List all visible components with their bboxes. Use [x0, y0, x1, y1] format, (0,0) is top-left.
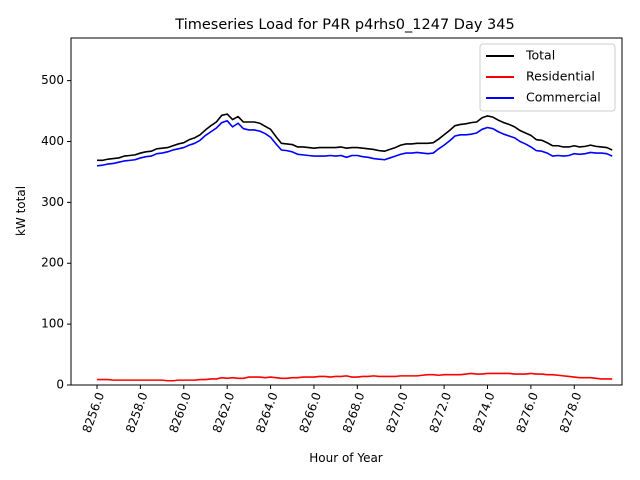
legend-label-residential: Residential: [526, 69, 595, 84]
y-tick-label: 500: [41, 73, 64, 87]
chart-title: Timeseries Load for P4R p4rhs0_1247 Day …: [174, 17, 514, 33]
y-axis-ticks: 0 100 200 300 400 500: [41, 73, 71, 392]
legend-box: [479, 43, 616, 112]
plot-frame: [70, 37, 623, 386]
y-tick-label: 0: [56, 378, 64, 392]
legend: Total Residential Commercial: [479, 43, 616, 112]
y-tick-label: 200: [41, 256, 64, 270]
series-line-residential: [97, 372, 613, 382]
y-tick-label: 400: [41, 134, 64, 148]
series-line-commercial: [96, 119, 613, 167]
y-tick-label: 300: [41, 195, 64, 209]
series-line-total: [97, 113, 613, 162]
series-layer: [96, 113, 613, 382]
legend-label-commercial: Commercial: [526, 90, 601, 105]
y-axis-label: kW total: [14, 186, 28, 236]
legend-label-total: Total: [525, 48, 555, 63]
x-axis-label: Hour of Year: [309, 451, 383, 465]
y-tick-label: 100: [41, 317, 64, 331]
